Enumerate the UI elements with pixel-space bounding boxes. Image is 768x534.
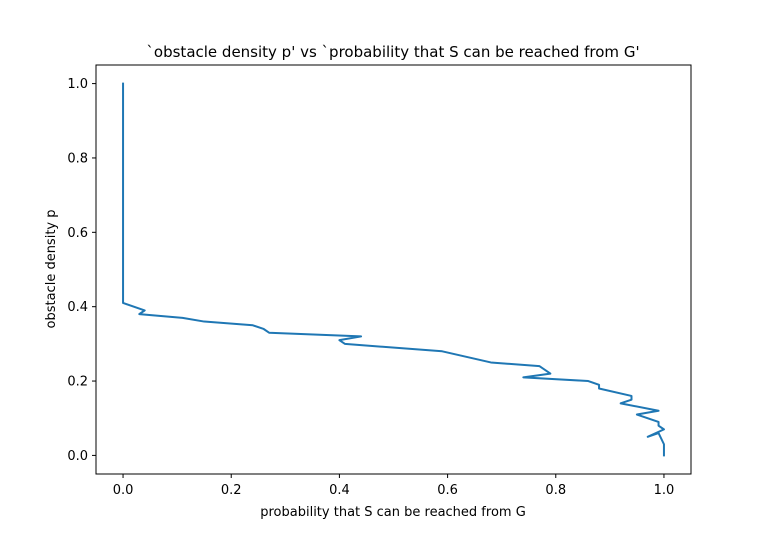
x-tick-label-3: 0.6: [437, 483, 458, 498]
series-line-0: [122, 82, 665, 457]
x-tick-label-0: 0.0: [113, 483, 134, 498]
x-tick-label-4: 0.8: [545, 483, 566, 498]
y-tick-label-0: 0.0: [67, 449, 88, 464]
axes-frame: [95, 64, 692, 475]
chart-title: `obstacle density p' vs `probability tha…: [146, 43, 639, 61]
plot-area: 0.0 0.2 0.4 0.6 0.8 1.0 0.0 0.2 0.4 0.6 0.8 1.0: [67, 64, 692, 498]
y-tick-label-5: 1.0: [67, 77, 88, 92]
x-tick-label-1: 0.2: [221, 483, 242, 498]
y-tick-label-2: 0.4: [67, 300, 88, 315]
y-tick-label-3: 0.6: [67, 226, 88, 241]
y-tick-label-4: 0.8: [67, 151, 88, 166]
x-axis-label: probability that S can be reached from G: [260, 505, 526, 520]
y-tick-label-1: 0.2: [67, 375, 88, 390]
x-tick-label-5: 1.0: [654, 483, 675, 498]
y-axis-label: obstacle density p: [44, 210, 59, 329]
x-tick-label-2: 0.4: [329, 483, 350, 498]
